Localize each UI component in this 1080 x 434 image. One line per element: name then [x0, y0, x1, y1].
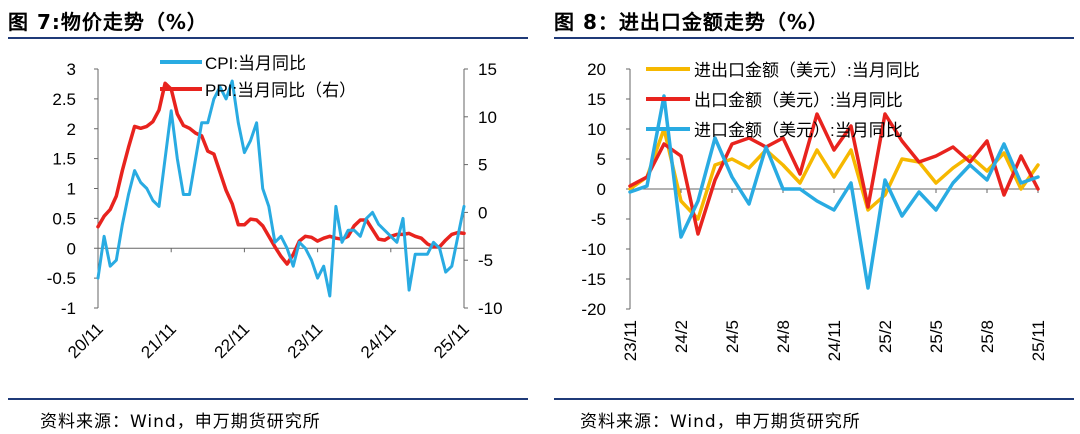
right-title-rule: [554, 37, 1074, 39]
import-series-line: [628, 94, 1040, 290]
y-tick-label: 10: [587, 120, 606, 139]
y-left-tick-label: 0: [67, 239, 76, 258]
trade-chart-panel: 图 8：进出口金额走势（%） -20 -15 -10 -5 0 5 10 15 20 23/11 2…: [540, 0, 1080, 434]
y-right-tick-label: 15: [478, 60, 497, 79]
x-tick-label: 25/5: [927, 320, 946, 353]
y-tick-label: -20: [581, 300, 606, 319]
export-series-line: [628, 112, 1040, 236]
y-left-tick-label: -0.5: [47, 269, 76, 288]
legend-export-label: 出口金额（美元）:当月同比: [694, 91, 903, 110]
y-left-tick-label: 2: [67, 120, 76, 139]
x-tick-label: 24/8: [774, 320, 793, 353]
right-source-note: 资料来源：Wind，申万期货研究所: [580, 412, 861, 432]
x-tick-label: 21/11: [137, 319, 180, 362]
x-tick-label: 22/11: [211, 319, 254, 362]
legend-import-label: 进口金额（美元）:当月同比: [694, 121, 903, 140]
y-right-tick-label: 0: [478, 203, 487, 222]
y-tick-label: 15: [587, 90, 606, 109]
y-right-tick-label: 10: [478, 108, 497, 127]
x-tick-label: 24/11: [357, 319, 400, 362]
left-chart-title: 图 7:物价走势（%）: [8, 10, 208, 34]
total-trade-series-line: [628, 127, 1040, 221]
x-tick-label: 23/11: [284, 319, 327, 362]
y-left-tick-label: 3: [67, 60, 76, 79]
x-tick-label: 23/11: [621, 320, 640, 361]
y-right-tick-label: -10: [478, 299, 503, 318]
x-tick-label: 24/5: [723, 320, 742, 353]
y-left-tick-label: 2.5: [52, 90, 76, 109]
left-title-rule: [8, 37, 528, 39]
legend-cpi-label: CPI:当月同比: [205, 54, 306, 73]
y-tick-label: -15: [581, 270, 606, 289]
right-source-rule: [554, 398, 1074, 400]
x-tick-label: 20/11: [64, 319, 107, 362]
right-chart-title: 图 8：进出口金额走势（%）: [554, 10, 829, 34]
cpi-ppi-chart-panel: 图 7:物价走势（%） -1 -0.5 0 0.5 1 1.5 2 2.5 3 -10 -5 0 5 10…: [8, 10, 528, 432]
y-tick-label: -10: [581, 240, 606, 259]
y-tick-label: -5: [591, 210, 606, 229]
cpi-ppi-line-chart: -1 -0.5 0 0.5 1 1.5 2 2.5 3 -10 -5 0 5 10 15 20/11 21/11…: [47, 54, 503, 362]
x-tick-label: 25/11: [1029, 320, 1048, 361]
trade-line-chart: -20 -15 -10 -5 0 5 10 15 20 23/11 24/2 24/5 24/8 24/1…: [581, 60, 1048, 361]
y-left-tick-label: 1.5: [52, 150, 76, 169]
left-source-note: 资料来源：Wind，申万期货研究所: [40, 412, 321, 432]
x-tick-label: 25/11: [430, 319, 473, 362]
y-right-tick-label: 5: [478, 156, 487, 175]
x-tick-label: 24/2: [672, 320, 691, 353]
y-tick-label: 5: [597, 150, 606, 169]
y-left-tick-label: -1: [61, 299, 76, 318]
left-source-rule: [8, 398, 528, 400]
y-tick-label: 20: [587, 60, 606, 79]
cpi-series-line: [96, 79, 466, 298]
y-left-tick-label: 1: [67, 180, 76, 199]
x-tick-label: 25/8: [978, 320, 997, 353]
legend-total-trade-label: 进出口金额（美元）:当月同比: [694, 61, 920, 80]
legend-ppi-label: PPI:当月同比（右）: [205, 81, 356, 100]
y-right-tick-label: -5: [478, 251, 493, 270]
y-tick-label: 0: [597, 180, 606, 199]
x-tick-label: 24/11: [825, 320, 844, 361]
x-tick-label: 25/2: [876, 320, 895, 353]
y-left-tick-label: 0.5: [52, 209, 76, 228]
